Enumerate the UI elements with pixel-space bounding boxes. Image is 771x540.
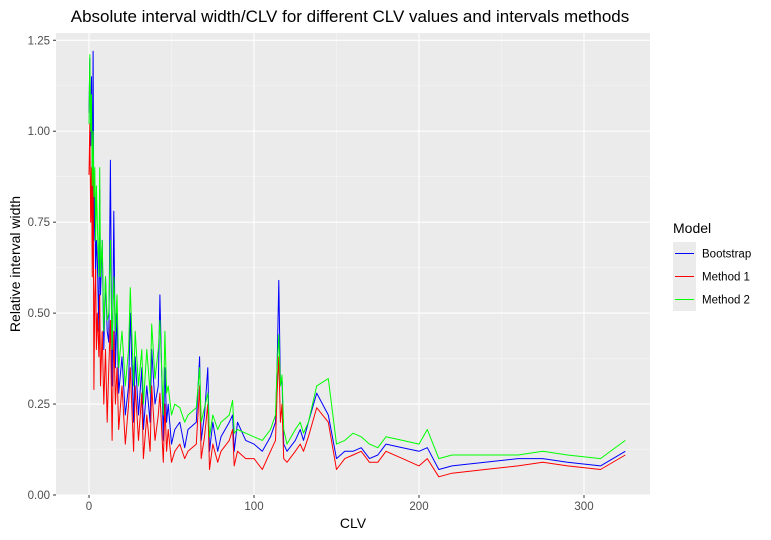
chart-title: Absolute interval width/CLV for differen… <box>71 7 629 26</box>
x-axis-ticks: 0 100 200 300 <box>86 495 594 513</box>
grid-minor <box>56 33 650 495</box>
y-tick-label: 0.00 <box>28 490 50 502</box>
x-tick-label: 100 <box>244 501 263 513</box>
legend-title: Model <box>673 220 711 236</box>
y-axis-ticks: 0.00 0.25 0.50 0.75 1.00 1.25 <box>28 35 56 502</box>
y-tick-label: 1.25 <box>28 35 50 47</box>
series-line-method-1 <box>88 123 626 478</box>
y-tick-label: 0.75 <box>28 217 50 229</box>
y-axis-title: Relative interval width <box>7 196 23 332</box>
y-tick-label: 0.25 <box>28 399 50 411</box>
legend: Model Bootstrap Method 1 Method 2 <box>673 220 751 311</box>
x-axis-title: CLV <box>340 515 367 531</box>
series-layer <box>88 50 626 478</box>
plot-panel <box>56 33 650 495</box>
y-tick-label: 1.00 <box>28 126 50 138</box>
legend-label-method-1: Method 1 <box>702 272 750 284</box>
x-tick-label: 200 <box>409 501 428 513</box>
x-tick-label: 0 <box>86 501 92 513</box>
legend-label-method-2: Method 2 <box>702 295 750 307</box>
series-line-method-2 <box>88 54 626 460</box>
x-tick-label: 300 <box>574 501 593 513</box>
legend-label-bootstrap: Bootstrap <box>702 249 751 261</box>
y-tick-label: 0.50 <box>28 308 50 320</box>
